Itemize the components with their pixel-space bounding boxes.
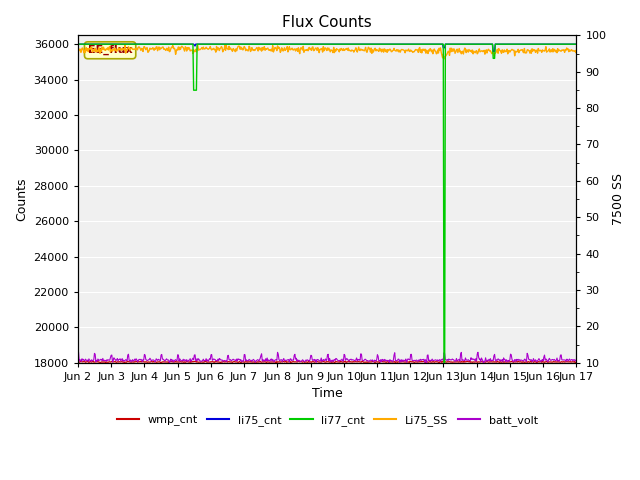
Legend: wmp_cnt, li75_cnt, li77_cnt, Li75_SS, batt_volt: wmp_cnt, li75_cnt, li77_cnt, Li75_SS, ba… [112, 411, 542, 431]
Y-axis label: 7500 SS: 7500 SS [612, 173, 625, 225]
Y-axis label: Counts: Counts [15, 177, 28, 221]
X-axis label: Time: Time [312, 387, 342, 400]
Text: EE_flux: EE_flux [88, 45, 132, 55]
Title: Flux Counts: Flux Counts [282, 15, 372, 30]
